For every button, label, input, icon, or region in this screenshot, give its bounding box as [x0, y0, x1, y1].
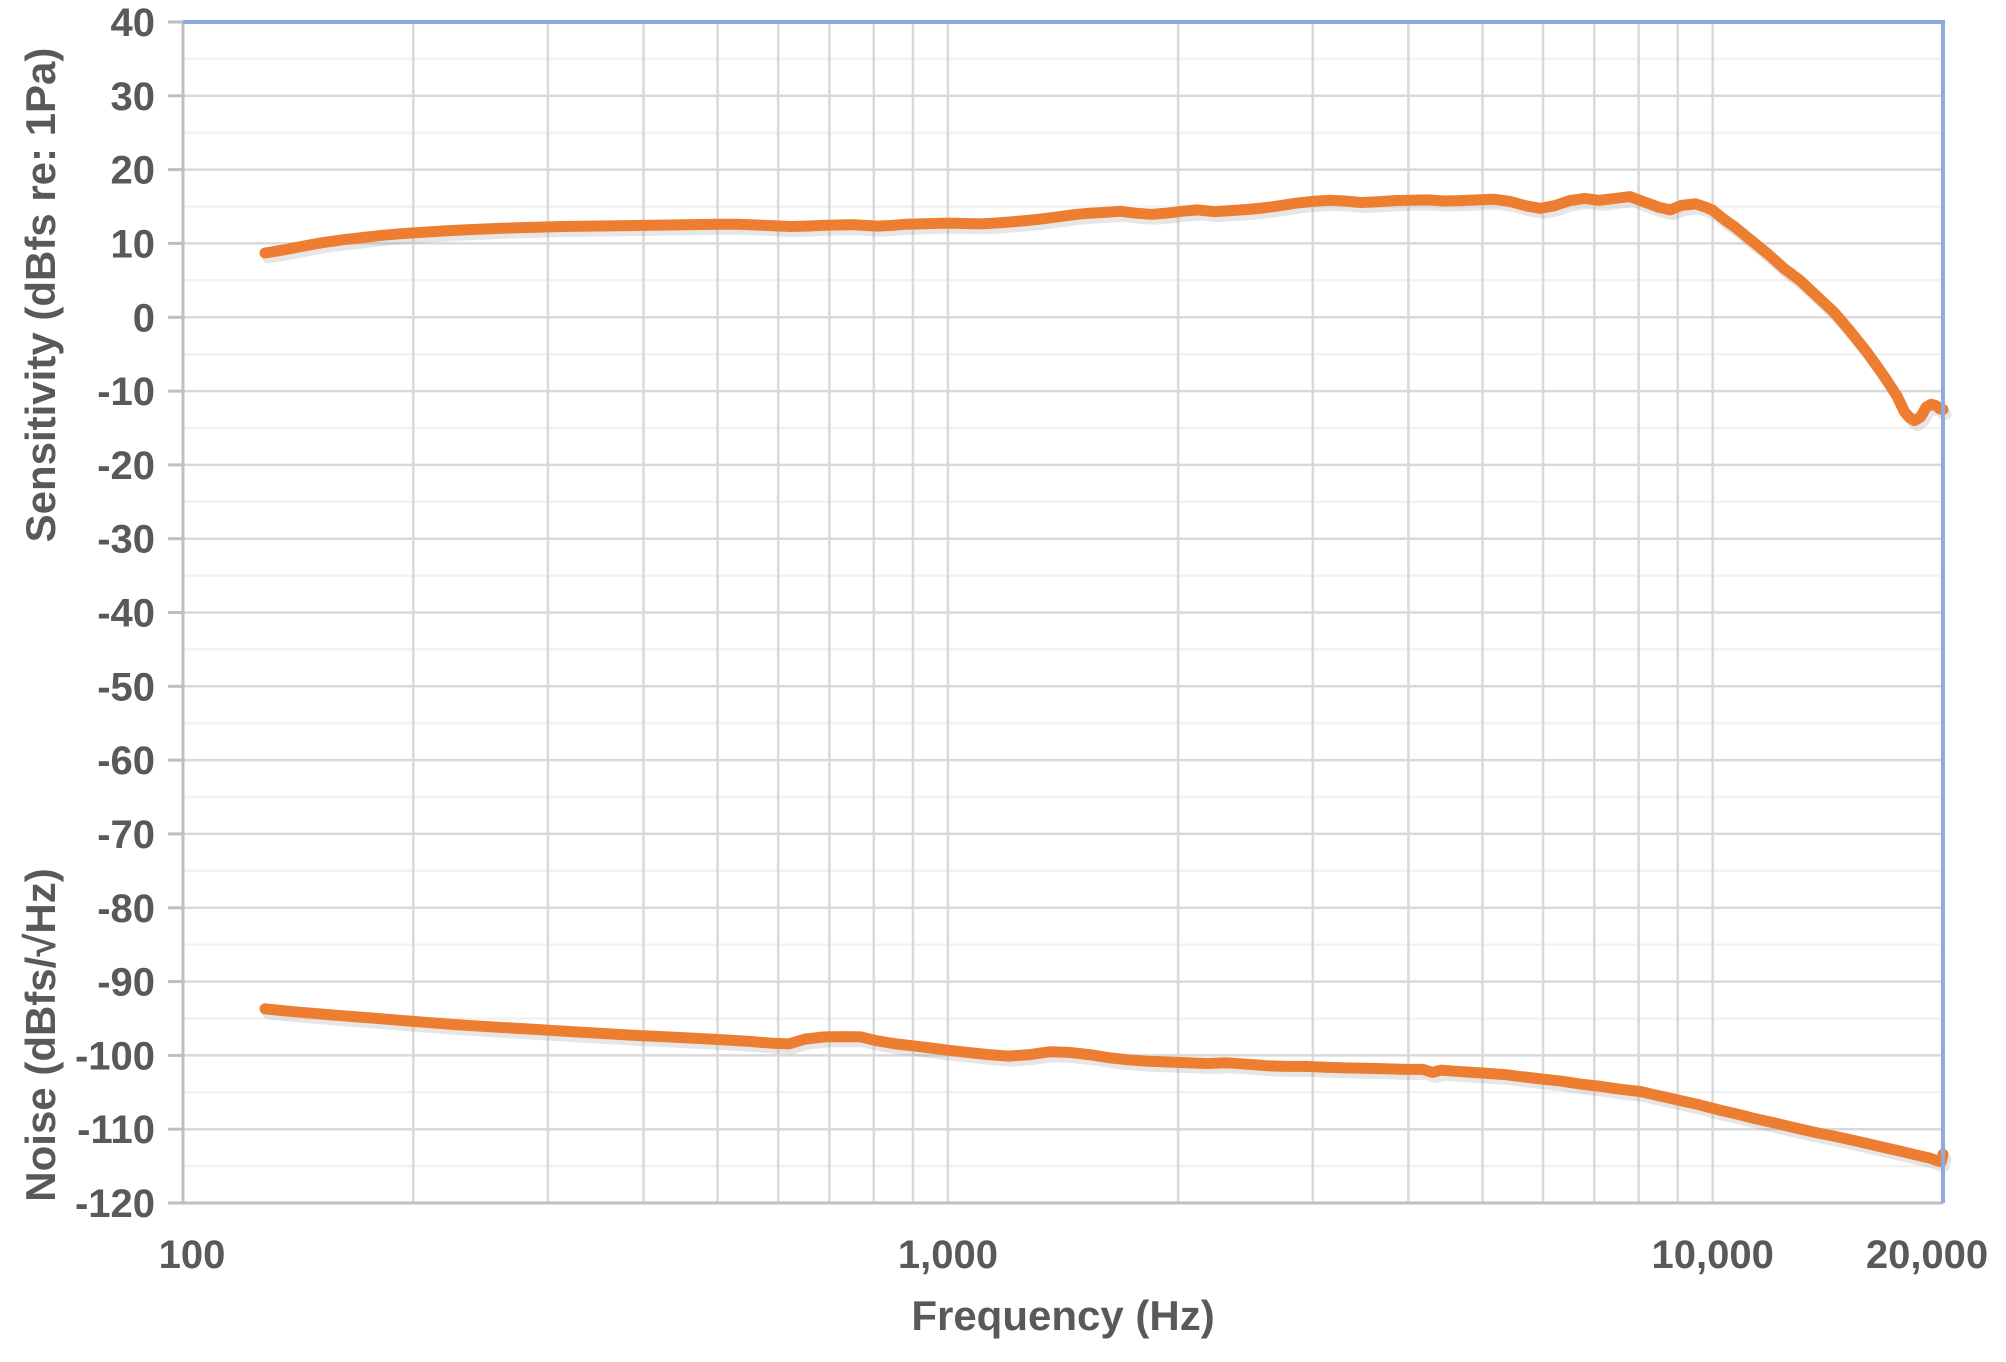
y-tick-label: -120 — [75, 1182, 155, 1226]
y-tick-label: -70 — [97, 813, 155, 857]
x-tick-label: 1,000 — [898, 1233, 998, 1277]
y-tick-label: -90 — [97, 961, 155, 1005]
y-tick-label: 20 — [111, 149, 156, 193]
y-tick-label: 40 — [111, 1, 156, 45]
x-axis-title: Frequency (Hz) — [911, 1292, 1214, 1339]
y-tick-label: -100 — [75, 1034, 155, 1078]
y-tick-label: 10 — [111, 222, 156, 266]
x-tick-label: 10,000 — [1652, 1233, 1774, 1277]
y-tick-label: 0 — [133, 296, 155, 340]
y-tick-label: 30 — [111, 75, 156, 119]
y-tick-label: -50 — [97, 665, 155, 709]
plot-area-border — [183, 20, 1945, 1203]
y-axis-title-sensitivity: Sensitivity (dBfs re: 1Pa) — [17, 48, 64, 543]
y-tick-label: -20 — [97, 444, 155, 488]
y-tick-label: -60 — [97, 739, 155, 783]
series-layer — [259, 191, 1952, 1173]
y-tick-label: -110 — [77, 1108, 155, 1152]
series-shadow-1 — [262, 1008, 1952, 1173]
series-line-1 — [259, 1003, 1949, 1168]
series-line-0 — [259, 191, 1949, 427]
y-tick-label: -30 — [97, 518, 155, 562]
y-tick-label: -10 — [97, 370, 155, 414]
axes-layer — [168, 20, 1945, 1205]
y-tick-label: -40 — [97, 592, 155, 636]
y-tick-label: -80 — [97, 887, 155, 931]
x-tick-label: 20,000 — [1866, 1233, 1988, 1277]
tick-labels-layer: 403020100-10-20-30-40-50-60-70-80-90-100… — [75, 1, 1988, 1277]
y-axis-title-noise: Noise (dBfs/√Hz) — [17, 868, 64, 1201]
x-tick-label: 100 — [159, 1233, 226, 1277]
